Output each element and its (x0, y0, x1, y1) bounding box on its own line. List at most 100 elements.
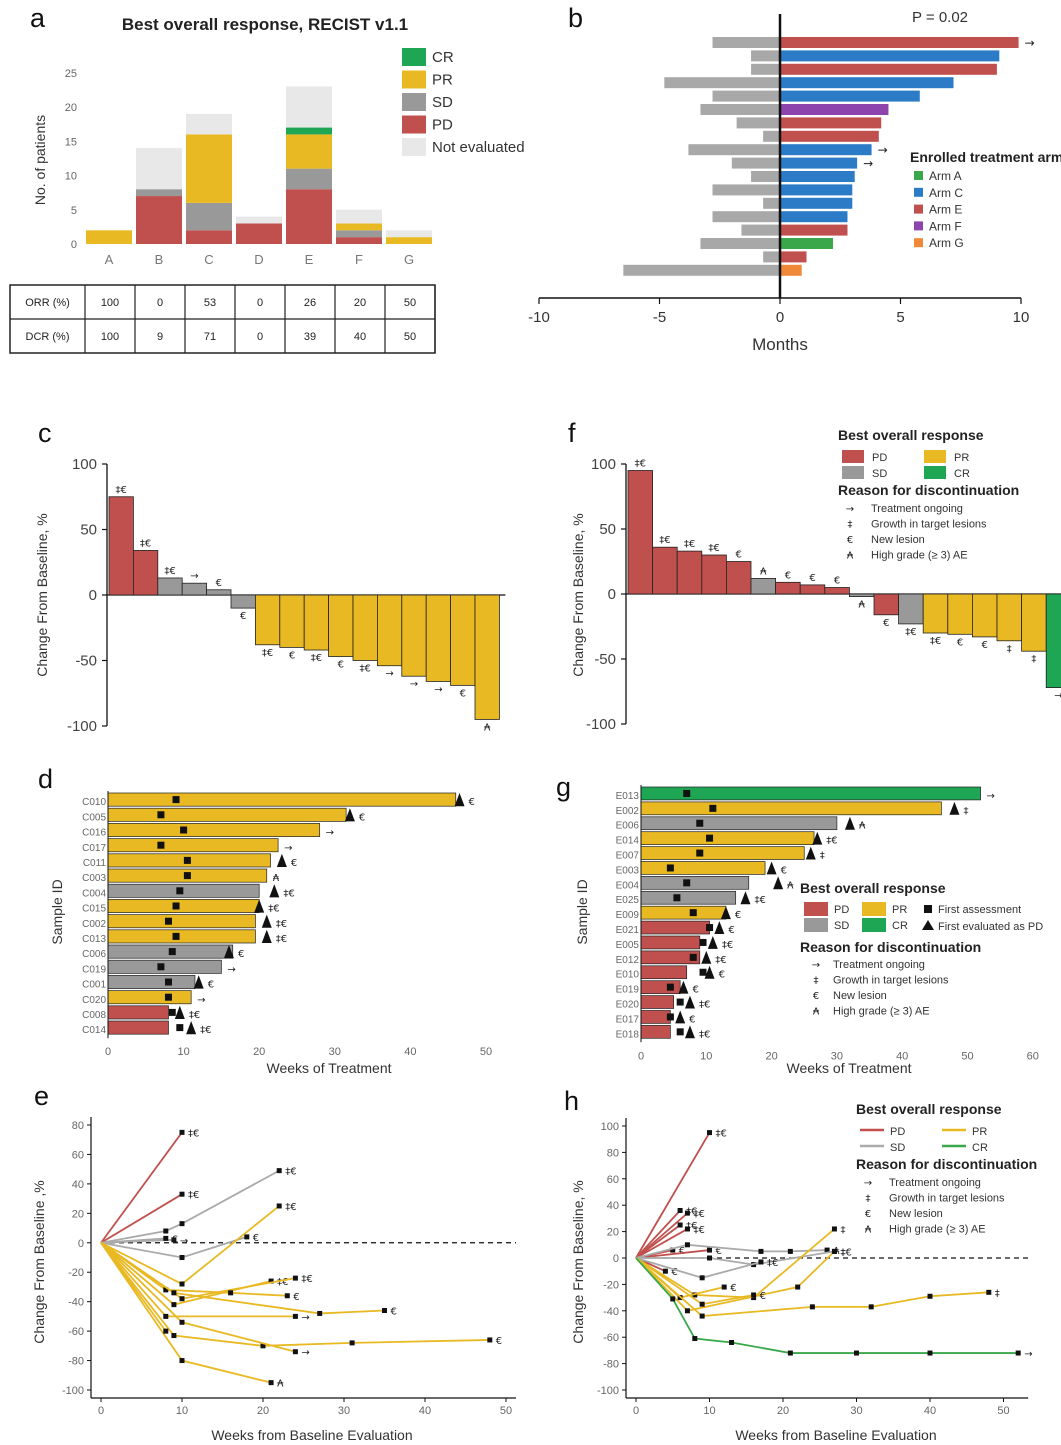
legend-symbol: ₳ (813, 1007, 820, 1018)
spider-line-pd (635, 1209, 681, 1259)
panel-g: g Sample ID E013 →E002 ‡E006 ₳E014 ‡€E007 ‡E0… (556, 772, 1043, 1076)
swimmer-bar (640, 965, 688, 980)
panel-a-table: ORR (%) 100 0 53 0 26 20 50 DCR (%) 100 9 71 0 39 40 50 (9, 284, 436, 354)
waterfall-bar (701, 554, 727, 595)
bar-enrolled-arm (780, 77, 954, 89)
discontinuation-symbol: ‡€ (188, 1190, 199, 1201)
panel-d: d Sample ID C010 € C005 € C016 → C017 → C011 € C00… (38, 764, 492, 1076)
discontinuation-symbol: € (238, 949, 244, 960)
waterfall-bar (922, 593, 949, 634)
discontinuation-symbol: ‡ (840, 1225, 845, 1236)
y-tick-label: 20 (72, 1208, 84, 1220)
bar-previous-treatment (763, 251, 780, 263)
bar-previous-treatment (623, 264, 780, 276)
discontinuation-symbol: ‡€ (189, 1010, 200, 1021)
panel-a-yticks: 0 5 10 15 20 25 (65, 68, 77, 251)
assessment-point (662, 1268, 668, 1274)
first-assessment-marker (699, 938, 707, 946)
y-tick-label: 80 (607, 1147, 619, 1159)
bar-previous-treatment (688, 144, 780, 156)
y-tick-label: 50 (599, 521, 616, 538)
panel-b-label: b (568, 3, 583, 33)
x-tick-label: 20 (765, 1050, 777, 1062)
x-tick-label: 5 (896, 309, 904, 326)
assessment-point (751, 1295, 757, 1301)
bar-pr-E (286, 134, 332, 169)
first-pd-marker (704, 965, 715, 979)
legend-label: First assessment (938, 904, 1021, 916)
waterfall-bar (1045, 593, 1061, 688)
legend-swatch-pd (402, 115, 426, 134)
legend-label: SD (872, 468, 887, 480)
discontinuation-symbol: ‡€ (693, 1209, 704, 1220)
y-tick-label: -20 (603, 1279, 619, 1291)
discontinuation-symbol: → (284, 843, 292, 854)
assessment-point (276, 1203, 282, 1209)
panel-b-legend-title: Enrolled treatment arm (910, 149, 1061, 165)
bar-ne-C (186, 113, 232, 135)
table-row-label: ORR (%) (25, 297, 70, 309)
x-tick-label: 30 (338, 1405, 350, 1417)
legend-label: Growth in target lesions (889, 1193, 1005, 1205)
first-pd-marker (684, 995, 695, 1009)
waterfall-bar (328, 594, 354, 657)
legend-symbol: → (812, 960, 820, 971)
ongoing-arrow: → (1025, 36, 1035, 50)
waterfall-bar (849, 593, 875, 597)
panel-f-legend: Best overall response PD PR SD CR Reason for … (838, 427, 1019, 562)
waterfall-bar (425, 594, 452, 682)
discontinuation-symbol: ‡€ (905, 627, 916, 638)
swimmer-bar (107, 823, 321, 837)
first-pd-marker (261, 929, 272, 943)
spider-line-pd (635, 1249, 710, 1259)
first-pd-marker (701, 950, 712, 964)
legend-label: SD (890, 1142, 905, 1154)
first-pd-marker (675, 1010, 686, 1024)
panel-a-label: a (30, 3, 46, 33)
legend-swatch-cr (924, 466, 946, 479)
legend-label: PR (954, 452, 969, 464)
y-tick-label: 100 (601, 1121, 619, 1133)
y-tick-label: -100 (67, 718, 97, 735)
spider-line-sd (635, 1243, 828, 1259)
discontinuation-symbol: ‡€ (693, 1225, 704, 1236)
assessment-point (787, 1248, 793, 1254)
legend-label: Growth in target lesions (871, 519, 987, 531)
table-cell: 50 (404, 331, 416, 343)
legend-title-reason: Reason for discontinuation (800, 939, 981, 955)
x-tick-label: 40 (419, 1405, 431, 1417)
sample-id: E003 (616, 865, 640, 876)
discontinuation-symbol: → (1024, 1349, 1032, 1360)
panel-b-axis: -10 -5 0 5 10 (528, 14, 1029, 326)
bar-previous-treatment (763, 197, 780, 209)
assessment-point (179, 1221, 185, 1227)
discontinuation-symbol: ‡€ (116, 485, 127, 496)
discontinuation-symbol: → (326, 828, 334, 839)
assessment-point (171, 1237, 177, 1243)
panel-c: c Change From Baseline, % 100 50 0 -50 -100 ‡… (34, 418, 506, 735)
sample-id: C004 (82, 888, 106, 899)
sample-id: C006 (82, 949, 106, 960)
y-tick-label: 20 (65, 102, 77, 114)
discontinuation-symbol: ‡€ (684, 539, 695, 550)
first-pd-marker (193, 975, 204, 989)
bar-enrolled-arm (780, 37, 1019, 48)
waterfall-bar (230, 594, 256, 609)
waterfall-bar (352, 594, 378, 661)
panel-c-label: c (38, 418, 52, 448)
first-assessment-marker (683, 789, 691, 797)
sample-id: C001 (82, 980, 106, 991)
swimmer-bar (640, 920, 710, 935)
first-pd-marker (186, 1021, 197, 1035)
panel-f: f Change From Baseline, % 100 50 0 -50 -100 ‡… (568, 418, 1061, 733)
bar-enrolled-arm (780, 184, 853, 196)
assessment-point (670, 1296, 676, 1302)
discontinuation-symbol: € (735, 910, 741, 921)
assessment-point (163, 1228, 169, 1234)
swimmer-bar (640, 935, 701, 950)
table-cell: 0 (257, 297, 263, 309)
x-tick-label: 50 (997, 1405, 1009, 1417)
legend-label: PD (890, 1126, 905, 1138)
panel-h-ylabel: Change From Baseline, % (570, 1180, 586, 1343)
assessment-point (179, 1296, 185, 1302)
